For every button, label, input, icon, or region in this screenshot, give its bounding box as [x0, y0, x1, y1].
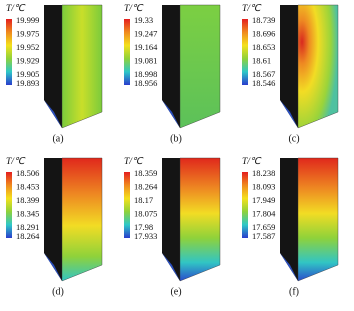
box-bottom: [280, 100, 298, 128]
box-bottom: [162, 100, 180, 128]
color-bar: [6, 172, 12, 238]
legend-label: 18.399: [16, 195, 39, 205]
panel-label: (e): [170, 286, 181, 297]
legend-title: T/℃: [124, 3, 144, 14]
box-bottom: [44, 100, 62, 128]
box-front: [297, 157, 339, 282]
box-side: [162, 5, 180, 128]
legend-label: 18.739: [252, 15, 275, 25]
legend-label: 18.696: [252, 28, 275, 38]
legend-label: 19.999: [16, 15, 39, 25]
legend-label: 18.359: [134, 168, 157, 178]
legend-label: 18.291: [16, 222, 39, 232]
color-bar: [6, 19, 12, 85]
color-bar: [242, 172, 248, 238]
legend-title: T/℃: [124, 156, 144, 167]
box-front: [61, 4, 103, 129]
legend-label: 18.264: [134, 181, 158, 191]
legend-label: 18.998: [134, 69, 157, 79]
legend-label: 17.933: [134, 231, 157, 241]
legend-label: 17.587: [252, 231, 275, 241]
legend-label: 17.949: [252, 195, 275, 205]
legend-label: 18.238: [252, 168, 275, 178]
legend-label: 18.61: [252, 55, 271, 65]
legend-label: 18.567: [252, 69, 275, 79]
legend-label: 18.075: [134, 208, 157, 218]
panel-label: (f): [289, 286, 299, 297]
legend-label: 18.345: [16, 208, 39, 218]
legend-label: 18.956: [134, 78, 157, 88]
box-bottom: [162, 253, 180, 281]
legend-label: 17.98: [134, 222, 153, 232]
box-front: [297, 4, 339, 129]
legend-label: 19.905: [16, 69, 39, 79]
panel-label: (d): [52, 286, 64, 297]
box-front: [61, 157, 103, 282]
legend-label: 19.893: [16, 78, 39, 88]
box-side: [44, 5, 62, 128]
legend-label: 18.506: [16, 168, 39, 178]
panel-label: (a): [52, 133, 63, 144]
legend-title: T/℃: [6, 3, 26, 14]
legend-label: 19.33: [134, 15, 153, 25]
legend-label: 19.975: [16, 28, 39, 38]
legend-label: 17.659: [252, 222, 275, 232]
legend-label: 18.653: [252, 42, 275, 52]
legend-label: 19.929: [16, 55, 39, 65]
box-side: [162, 158, 180, 281]
legend-label: 19.247: [134, 28, 157, 38]
panel-label: (b): [170, 133, 182, 144]
legend-title: T/℃: [242, 3, 262, 14]
legend-label: 18.093: [252, 181, 275, 191]
panel-label: (c): [288, 133, 299, 144]
color-bar: [124, 19, 130, 85]
legend-label: 18.546: [252, 78, 275, 88]
color-bar: [242, 19, 248, 85]
box-side: [44, 158, 62, 281]
box-side: [280, 5, 298, 128]
box-front: [179, 157, 221, 282]
legend-label: 18.264: [16, 231, 40, 241]
legend-label: 19.952: [16, 42, 39, 52]
box-bottom: [280, 253, 298, 281]
box-bottom: [44, 253, 62, 281]
color-bar: [124, 172, 130, 238]
legend-label: 17.804: [252, 208, 276, 218]
legend-title: T/℃: [242, 156, 262, 167]
legend-label: 19.164: [134, 42, 158, 52]
box-front: [179, 4, 221, 129]
legend-label: 19.081: [134, 55, 157, 65]
box-side: [280, 158, 298, 281]
legend-label: 18.453: [16, 181, 39, 191]
legend-title: T/℃: [6, 156, 26, 167]
legend-label: 18.17: [134, 195, 153, 205]
